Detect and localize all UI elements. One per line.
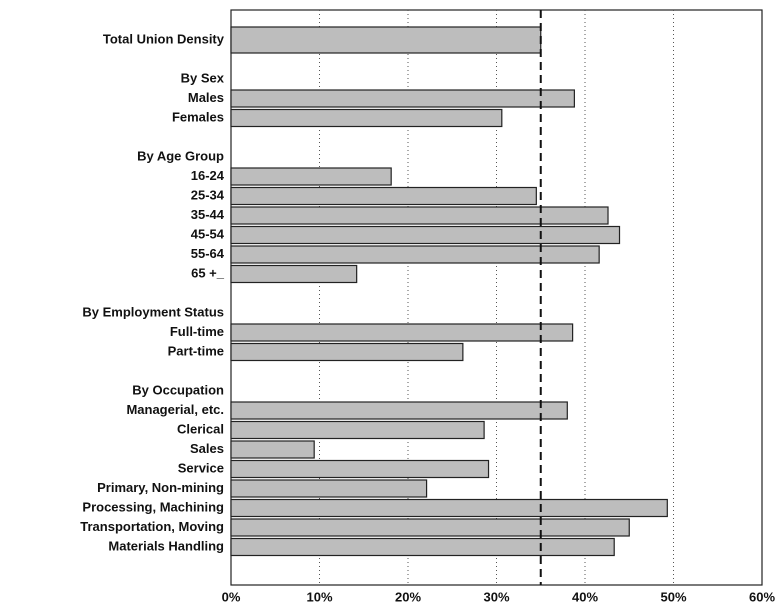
bar	[230, 264, 358, 284]
x-tick-label: 30%	[483, 589, 509, 604]
y-tick-label: Sales	[190, 441, 224, 456]
y-tick-label: 55-64	[191, 246, 225, 261]
y-tick-label: Total Union Density	[103, 31, 225, 46]
x-tick-label: 10%	[306, 589, 332, 604]
y-tick-label: Transportation, Moving	[80, 519, 224, 534]
y-tick-label: 35-44	[191, 207, 225, 222]
y-tick-label: By Age Group	[137, 148, 224, 163]
bar	[230, 323, 574, 342]
bar	[230, 401, 568, 420]
bar	[230, 440, 315, 459]
bar	[230, 26, 542, 54]
bar	[230, 498, 668, 518]
x-tick-label: 50%	[660, 589, 686, 604]
bar	[230, 108, 503, 128]
x-tick-label: 60%	[749, 589, 775, 604]
y-tick-label: By Occupation	[132, 382, 224, 397]
y-tick-label: 65 +_	[191, 265, 225, 280]
y-tick-label: Part-time	[168, 343, 224, 358]
y-tick-label: Processing, Machining	[82, 499, 224, 514]
y-tick-label: Primary, Non-mining	[97, 480, 224, 495]
y-tick-label: 25-34	[191, 187, 225, 202]
y-tick-label: Males	[188, 90, 224, 105]
y-tick-label: Full-time	[170, 324, 224, 339]
y-tick-label: By Sex	[181, 70, 225, 85]
bar	[230, 167, 392, 186]
bar	[230, 537, 615, 557]
bar	[230, 225, 621, 245]
bar	[230, 479, 428, 498]
y-tick-label: Service	[178, 460, 224, 475]
bar	[230, 342, 464, 362]
bar	[230, 206, 609, 225]
bar	[230, 420, 485, 440]
bar	[230, 186, 537, 206]
y-tick-label: 45-54	[191, 226, 225, 241]
y-tick-label: Managerial, etc.	[126, 402, 224, 417]
y-tick-label: Females	[172, 109, 224, 124]
y-tick-label: 16-24	[191, 168, 225, 183]
bar	[230, 89, 575, 108]
y-tick-label: Materials Handling	[108, 538, 224, 553]
y-tick-label: By Employment Status	[82, 304, 224, 319]
x-tick-label: 20%	[395, 589, 421, 604]
x-tick-label: 40%	[572, 589, 598, 604]
x-tick-label: 0%	[222, 589, 241, 604]
y-tick-label: Clerical	[177, 421, 224, 436]
bar	[230, 518, 630, 537]
bar	[230, 459, 490, 479]
bar	[230, 245, 600, 264]
